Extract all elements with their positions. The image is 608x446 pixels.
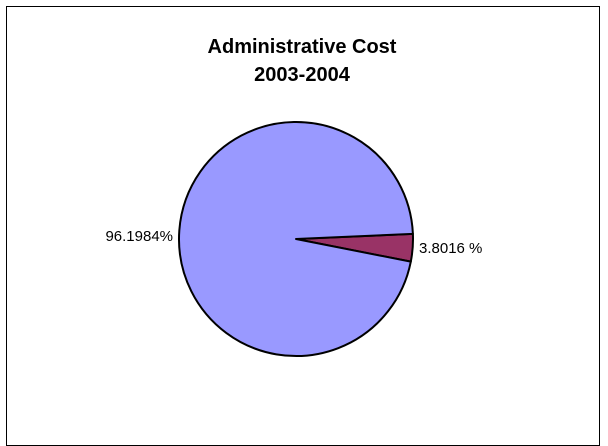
chart-title-line1: Administrative Cost [207, 36, 397, 58]
chart-subtitle: 2003-2004 [254, 64, 350, 86]
chart-title: Administrative Cost 2003-2004 [7, 33, 597, 89]
pie-slice-label-1: 96.1984% [105, 228, 173, 245]
pie-chart: 3.8016 % 96.1984% [105, 121, 482, 357]
pie-slice-label-0: 3.8016 % [419, 240, 482, 257]
pie-slice-1 [178, 121, 414, 357]
